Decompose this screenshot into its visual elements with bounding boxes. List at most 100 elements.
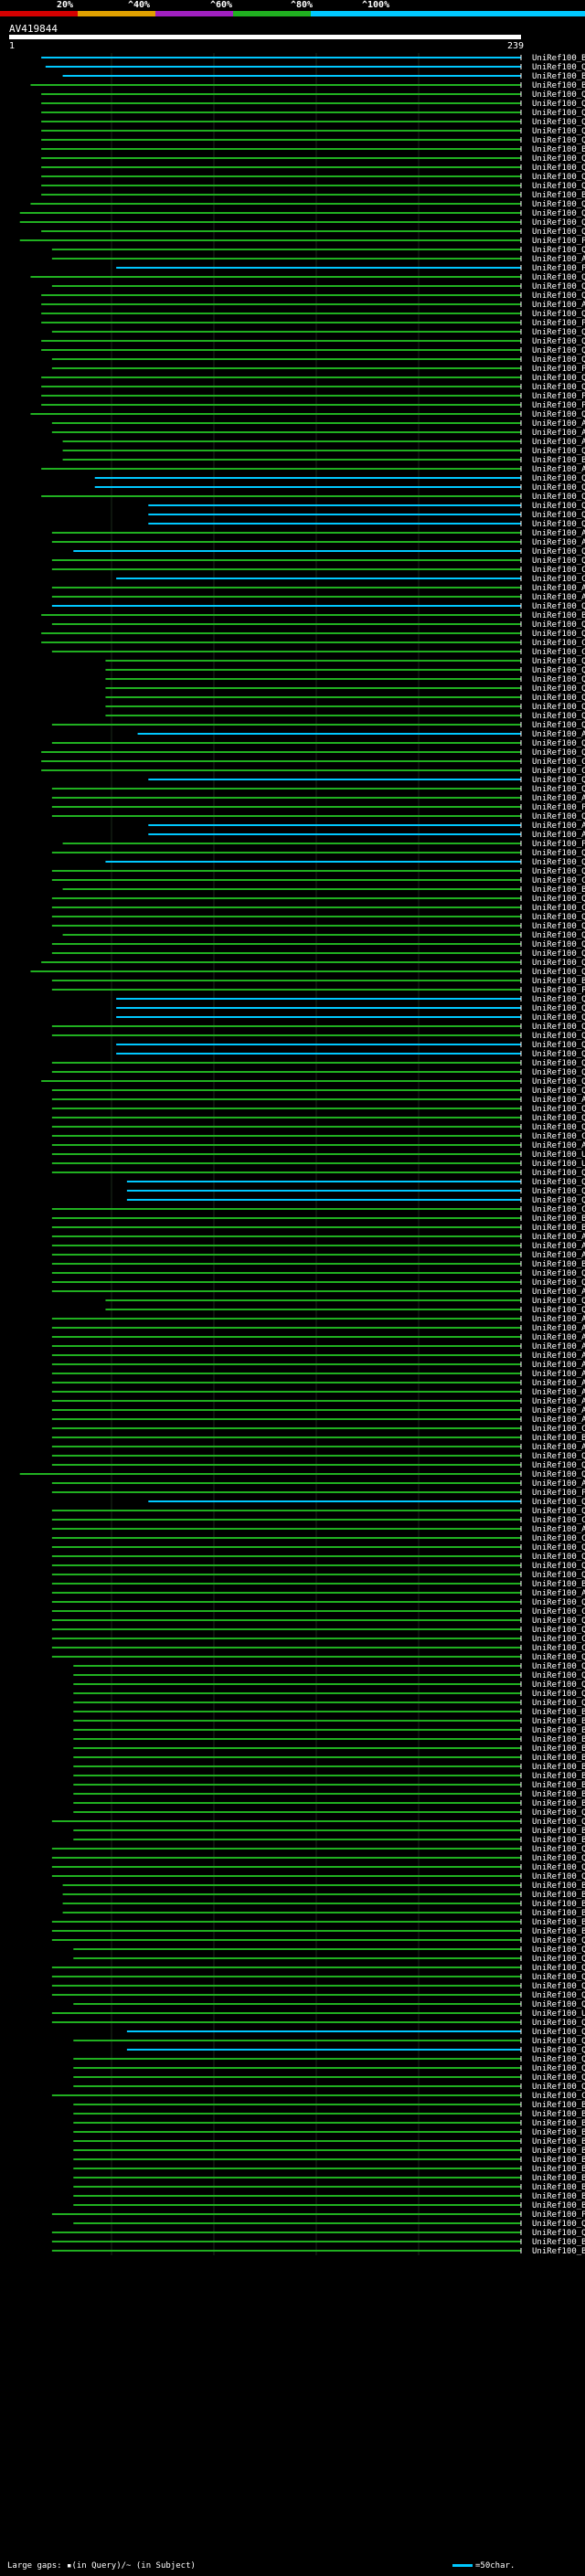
hit-label[interactable]: UniRef100_Q5LHZ2 xyxy=(532,968,585,977)
hit-label[interactable]: UniRef100_Q6RYE0 xyxy=(532,1470,585,1479)
hit-label[interactable]: UniRef100_Q2Q086 xyxy=(532,1671,585,1680)
hit-label[interactable]: UniRef100_C7F811 xyxy=(532,904,585,913)
hit-label[interactable]: UniRef100_Q5UB69 xyxy=(532,1278,585,1288)
hit-label[interactable]: UniRef100_C7F814 xyxy=(532,758,585,767)
hit-label[interactable]: UniRef100_B8Q2V8 xyxy=(532,2192,585,2201)
hit-label[interactable]: UniRef100_Q9ARS0 xyxy=(532,90,585,100)
hit-label[interactable]: UniRef100_UPI000... xyxy=(532,1150,585,1160)
hit-label[interactable]: UniRef100_Q84MK8 xyxy=(532,684,585,694)
hit-label[interactable]: UniRef100_Q8LSM9 xyxy=(532,620,585,630)
hit-label[interactable]: UniRef100_B8Q2X3 xyxy=(532,2128,585,2137)
hit-label[interactable]: UniRef100_A3QRB4 xyxy=(532,1443,585,1452)
hit-label[interactable]: UniRef100_B8Q2B8 xyxy=(532,1781,585,1790)
hit-label[interactable]: UniRef100_Q2Q087 xyxy=(532,1690,585,1699)
hit-label[interactable]: UniRef100_Q7XAU7 xyxy=(532,1059,585,1068)
hit-label[interactable]: UniRef100_B8Q2A6 xyxy=(532,1744,585,1754)
hit-label[interactable]: UniRef100_Q2Q092 xyxy=(532,1662,585,1671)
hit-label[interactable]: UniRef100_P14170 xyxy=(532,392,585,401)
hit-label[interactable]: UniRef100_Q8H996 xyxy=(532,913,585,922)
hit-label[interactable]: UniRef100_Q2VWC9 xyxy=(532,1087,585,1096)
hit-label[interactable]: UniRef100_Q81927 xyxy=(532,1964,585,1973)
hit-label[interactable]: UniRef100_Q5SBT2 xyxy=(532,1936,585,1945)
hit-label[interactable]: UniRef100_Q2VZ22 xyxy=(532,292,585,301)
hit-label[interactable]: UniRef100_C5YSK1 xyxy=(532,2092,585,2101)
hit-label[interactable]: UniRef100_A5AHU5 xyxy=(532,593,585,602)
hit-label[interactable]: UniRef100_A0W7L1 xyxy=(532,831,585,840)
hit-label[interactable]: UniRef100_B8Q2Y9 xyxy=(532,2119,585,2128)
hit-label[interactable]: UniRef100_A2TE06 xyxy=(532,1406,585,1415)
hit-label[interactable]: UniRef100_Q4W5Y9 xyxy=(532,1543,585,1553)
hit-label[interactable]: UniRef100_Q5S4L1 xyxy=(532,1041,585,1050)
hit-label[interactable]: UniRef100_Q5UPJ5 xyxy=(532,383,585,392)
hit-label[interactable]: UniRef100_C5XCE2 xyxy=(532,1534,585,1543)
hit-label[interactable]: UniRef100_Q84MK9 xyxy=(532,1297,585,1306)
hit-label[interactable]: UniRef100_Q84ML4 xyxy=(532,657,585,666)
hit-label[interactable]: UniRef100_C7F812 xyxy=(532,767,585,776)
hit-label[interactable]: UniRef100_Q5EZ93 xyxy=(532,1452,585,1461)
hit-label[interactable]: UniRef100_Q93XH5 xyxy=(532,1032,585,1041)
hit-label[interactable]: UniRef100_Q8W994 xyxy=(532,547,585,557)
hit-label[interactable]: UniRef100_B8Q2B3 xyxy=(532,1909,585,1918)
hit-label[interactable]: UniRef100_Q8LS26 xyxy=(532,63,585,72)
hit-label[interactable]: UniRef100_Q9FUN7 xyxy=(532,2046,585,2055)
hit-label[interactable]: UniRef100_Q9FY35 xyxy=(532,1982,585,1991)
hit-label[interactable]: UniRef100_Q5UG27 xyxy=(532,173,585,182)
hit-label[interactable]: UniRef100_A2T1L9 xyxy=(532,465,585,474)
hit-label[interactable]: UniRef100_Q8SHS7 xyxy=(532,109,585,118)
hit-label[interactable]: UniRef100_P81295 xyxy=(532,1489,585,1498)
hit-label[interactable]: UniRef100_Q84ML2 xyxy=(532,858,585,867)
hit-label[interactable]: UniRef100_Q2PZL8 xyxy=(532,520,585,529)
hit-label[interactable]: UniRef100_B9GKL2 xyxy=(532,1224,585,1233)
hit-label[interactable]: UniRef100_A7GK84 xyxy=(532,1242,585,1251)
hit-label[interactable]: UniRef100_P13046 xyxy=(532,264,585,273)
hit-label[interactable]: UniRef100_Q69C33 xyxy=(532,1068,585,1077)
hit-label[interactable]: UniRef100_Q6TGR0 xyxy=(532,1306,585,1315)
hit-label[interactable]: UniRef100_Q01591 xyxy=(532,474,585,483)
hit-label[interactable]: UniRef100_B8Q2Y0 xyxy=(532,2110,585,2119)
hit-label[interactable]: UniRef100_Q2Q038 xyxy=(532,1854,585,1863)
hit-label[interactable]: UniRef100_B8Q2A8 xyxy=(532,1882,585,1891)
hit-label[interactable]: UniRef100_B8Q2W4 xyxy=(532,2174,585,2183)
hit-label[interactable]: UniRef100_Q2Q096 xyxy=(532,1808,585,1818)
hit-label[interactable]: UniRef100_A5B2B6 xyxy=(532,1315,585,1324)
hit-label[interactable]: UniRef100_B8Q2C0 xyxy=(532,1708,585,1717)
hit-label[interactable]: UniRef100_Q2Q080 xyxy=(532,2000,585,2009)
hit-label[interactable]: UniRef100_Q5UUH7 xyxy=(532,310,585,319)
hit-label[interactable]: UniRef100_Q2HRQ5 xyxy=(532,2028,585,2037)
hit-label[interactable]: UniRef100_Q2Q016 xyxy=(532,2064,585,2073)
hit-label[interactable]: UniRef100_Q84MK4 xyxy=(532,995,585,1004)
hit-label[interactable]: UniRef100_B8Q2Z1 xyxy=(532,2137,585,2147)
hit-label[interactable]: UniRef100_P33679 xyxy=(532,2210,585,2220)
hit-label[interactable]: UniRef100_B8Q2Y6 xyxy=(532,2156,585,2165)
hit-label[interactable]: UniRef100_Q84MK2 xyxy=(532,703,585,712)
hit-label[interactable]: UniRef100_Q2Q082 xyxy=(532,2037,585,2046)
hit-label[interactable]: UniRef100_B9GHS1 xyxy=(532,81,585,90)
hit-label[interactable]: UniRef100_Q9M4G6 xyxy=(532,337,585,346)
hit-label[interactable]: UniRef100_Q2V9T3 xyxy=(532,483,585,493)
hit-label[interactable]: UniRef100_B6U5D0 xyxy=(532,885,585,895)
hit-label[interactable]: UniRef100_Q5UP13 xyxy=(532,282,585,292)
hit-label[interactable]: UniRef100_Q93XD3 xyxy=(532,776,585,785)
hit-label[interactable]: UniRef100_C9XYN3 xyxy=(532,575,585,584)
hit-label[interactable]: UniRef100_Q4W6E7 xyxy=(532,940,585,949)
hit-label[interactable]: UniRef100_A2TEM0 xyxy=(532,1379,585,1388)
hit-label[interactable]: UniRef100_Q69C32 xyxy=(532,1123,585,1132)
hit-label[interactable]: UniRef100_C5XNQ8 xyxy=(532,1644,585,1653)
hit-label[interactable]: UniRef100_Q69C35 xyxy=(532,931,585,940)
hit-label[interactable]: UniRef100_Q01188 xyxy=(532,1114,585,1123)
hit-label[interactable]: UniRef100_Q2PZM1 xyxy=(532,511,585,520)
hit-label[interactable]: UniRef100_Q2PZM3 xyxy=(532,502,585,511)
hit-label[interactable]: UniRef100_Q9FUN6 xyxy=(532,1498,585,1507)
hit-label[interactable]: UniRef100_A2TEM4 xyxy=(532,1361,585,1370)
hit-label[interactable]: UniRef100_Q9M3G2 xyxy=(532,1169,585,1178)
hit-label[interactable]: UniRef100_A2TEM6 xyxy=(532,1352,585,1361)
hit-label[interactable]: UniRef100_Q4LD79 xyxy=(532,1461,585,1470)
hit-label[interactable]: UniRef100_B8Q2W3 xyxy=(532,2183,585,2192)
hit-label[interactable]: UniRef100_B6NDL0 xyxy=(532,1214,585,1224)
hit-label[interactable]: UniRef100_A4FB01 xyxy=(532,1589,585,1598)
hit-label[interactable]: UniRef100_Q2HPG4 xyxy=(532,447,585,456)
hit-label[interactable]: UniRef100_Q2V8P5 xyxy=(532,812,585,822)
hit-label[interactable]: UniRef100_A0W7L2 xyxy=(532,822,585,831)
hit-label[interactable]: UniRef100_Q84ML3 xyxy=(532,666,585,675)
hit-label[interactable]: UniRef100_Q2VWD0 xyxy=(532,721,585,730)
